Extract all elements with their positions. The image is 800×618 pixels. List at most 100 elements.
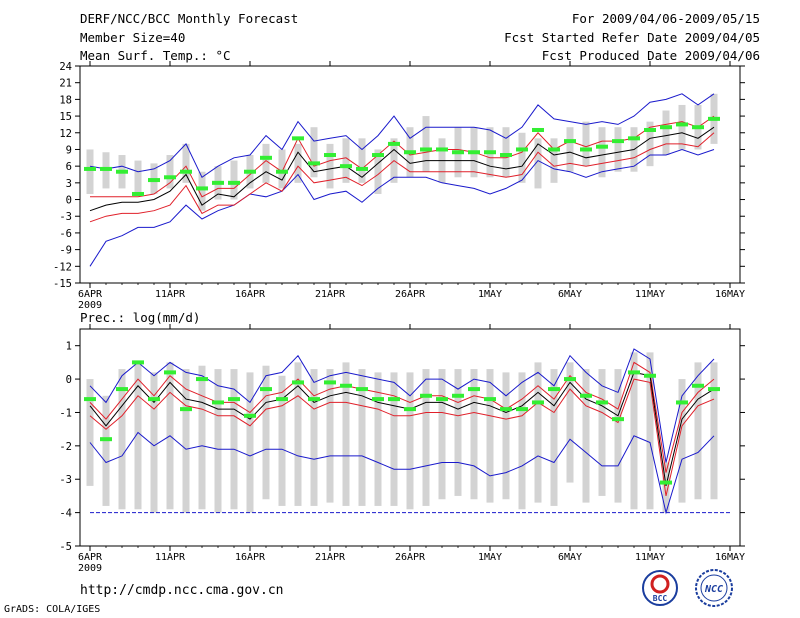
temp-y-tick-label: 21 <box>59 78 72 90</box>
prec-ensemble-box <box>534 362 542 503</box>
temp-climatology-mark <box>116 169 128 174</box>
prec-plot-area <box>84 348 730 515</box>
temp-climatology-mark <box>468 150 480 155</box>
temp-y-tick-label: 0 <box>66 195 72 207</box>
prec-ensemble-box <box>390 372 398 506</box>
prec-ensemble-box <box>294 362 302 506</box>
temp-ensemble-box <box>182 143 190 183</box>
produced-date-label: Fcst Produced Date 2009/04/06 <box>541 48 760 63</box>
temp-climatology-mark <box>676 122 688 127</box>
temp-climatology-mark <box>132 191 144 196</box>
temp-y-tick-label: -6 <box>59 228 72 240</box>
prec-climatology-mark <box>628 370 640 375</box>
prec-ensemble-box <box>454 369 462 496</box>
prec-climatology-mark <box>148 397 160 402</box>
temp-x-tick-label: 11APR <box>155 289 186 300</box>
prec-ensemble-box <box>134 362 142 510</box>
prec-climatology-mark <box>420 393 432 398</box>
temp-ensemble-box <box>342 138 350 183</box>
ncc-logo-text: NCC <box>704 584 723 595</box>
temp-ensemble-box <box>422 116 430 172</box>
prec-climatology-mark <box>244 413 256 418</box>
temp-climatology-mark <box>580 147 592 152</box>
temp-ensemble-box <box>502 127 510 178</box>
temp-climatology-mark <box>84 166 96 171</box>
temp-climatology-mark <box>484 150 496 155</box>
temp-x-tick-label: 16APR <box>235 289 266 300</box>
temp-climatology-mark <box>692 125 704 130</box>
prec-x-tick-label: 6APR <box>78 552 103 563</box>
prec-x-tick-label: 11APR <box>155 552 186 563</box>
prec-climatology-mark <box>484 397 496 402</box>
temp-y-tick-label: 3 <box>66 178 72 190</box>
prec-ensemble-box <box>470 369 478 500</box>
temp-climatology-mark <box>100 166 112 171</box>
prec-ensemble-mean-line <box>89 371 715 487</box>
temp-x-tick-label: 6APR <box>78 289 103 300</box>
prec-ensemble-box <box>262 365 270 500</box>
prec-ensemble-box <box>630 352 638 510</box>
temp-climatology-mark <box>516 147 528 152</box>
temp-climatology-mark <box>628 136 640 141</box>
temp-ensemble-box <box>582 121 590 167</box>
temp-ensemble-box <box>534 138 542 189</box>
temp-ensemble-box <box>518 132 526 183</box>
prec-climatology-mark <box>516 407 528 412</box>
prec-ensemble-box <box>310 369 318 506</box>
temp-climatology-mark <box>660 125 672 130</box>
ncc-logo-ring <box>700 574 728 602</box>
temp-climatology-mark <box>500 153 512 158</box>
temp-y-tick-label: 12 <box>59 128 72 140</box>
prec-ensemble-box <box>278 375 286 506</box>
temp-climatology-mark <box>452 150 464 155</box>
prec-y-tick-label: 0 <box>66 374 72 386</box>
prec-climatology-mark <box>404 407 416 412</box>
temp-ensemble-box <box>678 104 686 150</box>
temp-x-tick-label: 26APR <box>395 289 426 300</box>
prec-ensemble-box <box>438 369 446 500</box>
temp-minimum-line <box>89 148 715 267</box>
temp-climatology-mark <box>708 116 720 121</box>
prec-climatology-mark <box>452 393 464 398</box>
temp-x-tick-label: 21APR <box>315 289 346 300</box>
temp-climatology-mark <box>372 153 384 158</box>
prec-climatology-mark <box>292 380 304 385</box>
temp-ensemble-box <box>614 127 622 172</box>
temp-ensemble-box <box>86 149 94 194</box>
temp-x-tick-label: 11MAY <box>635 289 665 300</box>
temp-climatology-mark <box>308 161 320 166</box>
prec-x-tick-label: 16MAY <box>715 552 745 563</box>
temp-climatology-mark <box>532 127 544 132</box>
prec-ensemble-box <box>678 379 686 503</box>
prec-ensemble-box <box>550 369 558 506</box>
prec-ensemble-box <box>198 365 206 510</box>
temp-climatology-mark <box>180 169 192 174</box>
prec-climatology-mark <box>308 397 320 402</box>
precip-panel-title: Prec.: log(mm/d) <box>80 310 201 325</box>
grads-credit: GrADS: COLA/IGES <box>4 604 101 615</box>
temp-y-tick-label: -3 <box>59 211 72 223</box>
prec-climatology-mark <box>276 397 288 402</box>
prec-x-tick-label: 16APR <box>235 552 266 563</box>
prec-x-tick-label: 26APR <box>395 552 426 563</box>
prec-ensemble-box <box>342 362 350 506</box>
prec-x-tick-label: 11MAY <box>635 552 665 563</box>
temp-ensemble-box <box>230 160 238 200</box>
temp-climatology-mark <box>388 141 400 146</box>
temp-climatology-mark <box>292 136 304 141</box>
prec-climatology-mark <box>692 383 704 388</box>
prec-ensemble-box <box>246 372 254 513</box>
prec-ensemble-box <box>150 372 158 513</box>
prec-climatology-mark <box>372 397 384 402</box>
prec-x-tick-label: 21APR <box>315 552 346 563</box>
temp-climatology-mark <box>612 139 624 144</box>
prec-y-tick-label: 1 <box>66 341 72 353</box>
temp-ensemble-box <box>294 143 302 183</box>
prec-y-tick-label: -2 <box>59 441 72 453</box>
prec-climatology-mark <box>580 393 592 398</box>
prec-climatology-mark <box>212 400 224 405</box>
prec-ensemble-box <box>214 369 222 513</box>
temp-climatology-mark <box>324 153 336 158</box>
prec-climatology-mark <box>132 360 144 365</box>
